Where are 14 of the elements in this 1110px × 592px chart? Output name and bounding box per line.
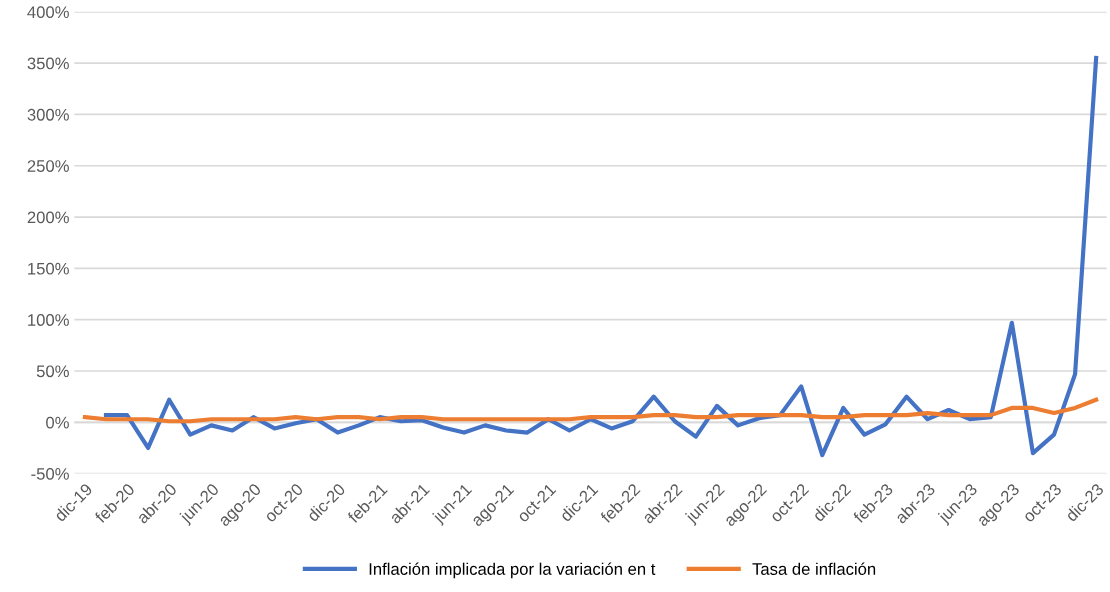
- y-tick-label: 50%: [36, 365, 69, 378]
- y-tick-label: 300%: [27, 108, 69, 121]
- line-series: [103, 55, 1099, 458]
- legend-label: Inflación implicada por la variación en t: [369, 562, 656, 579]
- y-tick-label: 0%: [46, 416, 69, 429]
- y-tick-label: 350%: [27, 57, 69, 70]
- y-tick-label: 400%: [27, 6, 69, 19]
- y-tick-label: -50%: [31, 468, 69, 480]
- legend-label: Tasa de inflación: [752, 562, 876, 575]
- y-tick-label: 250%: [27, 160, 69, 172]
- line-series: [82, 397, 1099, 424]
- y-tick-label: 150%: [28, 262, 69, 275]
- y-tick-label: 200%: [27, 211, 69, 224]
- y-tick-label: 100%: [28, 314, 69, 326]
